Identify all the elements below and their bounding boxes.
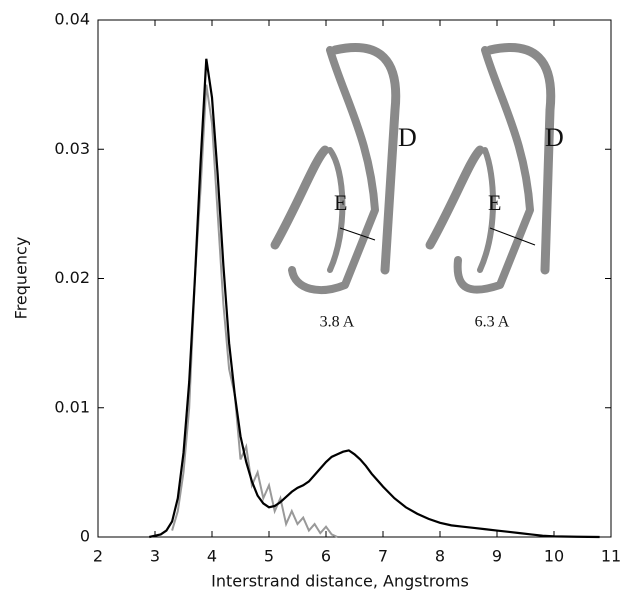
- x-tick-label: 8: [435, 547, 445, 566]
- x-tick-label: 6: [321, 547, 331, 566]
- plot-frame: [97, 19, 612, 538]
- series-line: [149, 58, 600, 539]
- annotation: E: [334, 190, 347, 215]
- y-tick-label: 0.04: [54, 10, 90, 29]
- protein-inset-1: D E 3.8 A: [270, 43, 417, 331]
- x-tick-label: 2: [93, 547, 103, 566]
- protein-inset-2: D E 6.3 A: [425, 43, 564, 331]
- y-tick-label: 0.03: [54, 139, 90, 158]
- annotation: D: [545, 123, 564, 152]
- x-tick-label: 5: [264, 547, 274, 566]
- annotation: 6.3 A: [475, 314, 510, 331]
- y-tick-label: 0.02: [54, 268, 90, 287]
- y-tick-label: 0.01: [54, 397, 90, 416]
- x-tick-label: 9: [492, 547, 502, 566]
- annotation: E: [488, 190, 501, 215]
- x-tick-label: 7: [378, 547, 388, 566]
- series-line: [171, 84, 338, 538]
- y-axis-label: Frequency: [12, 237, 31, 320]
- annotation: D: [398, 123, 417, 152]
- x-tick-label: 3: [150, 547, 160, 566]
- x-tick-label: 10: [544, 547, 564, 566]
- x-axis-label: Interstrand distance, Angstroms: [211, 572, 469, 591]
- x-tick-label: 11: [601, 547, 621, 566]
- y-tick-label: 0: [80, 527, 90, 546]
- annotation: 3.8 A: [320, 314, 355, 331]
- x-tick-label: 4: [207, 547, 217, 566]
